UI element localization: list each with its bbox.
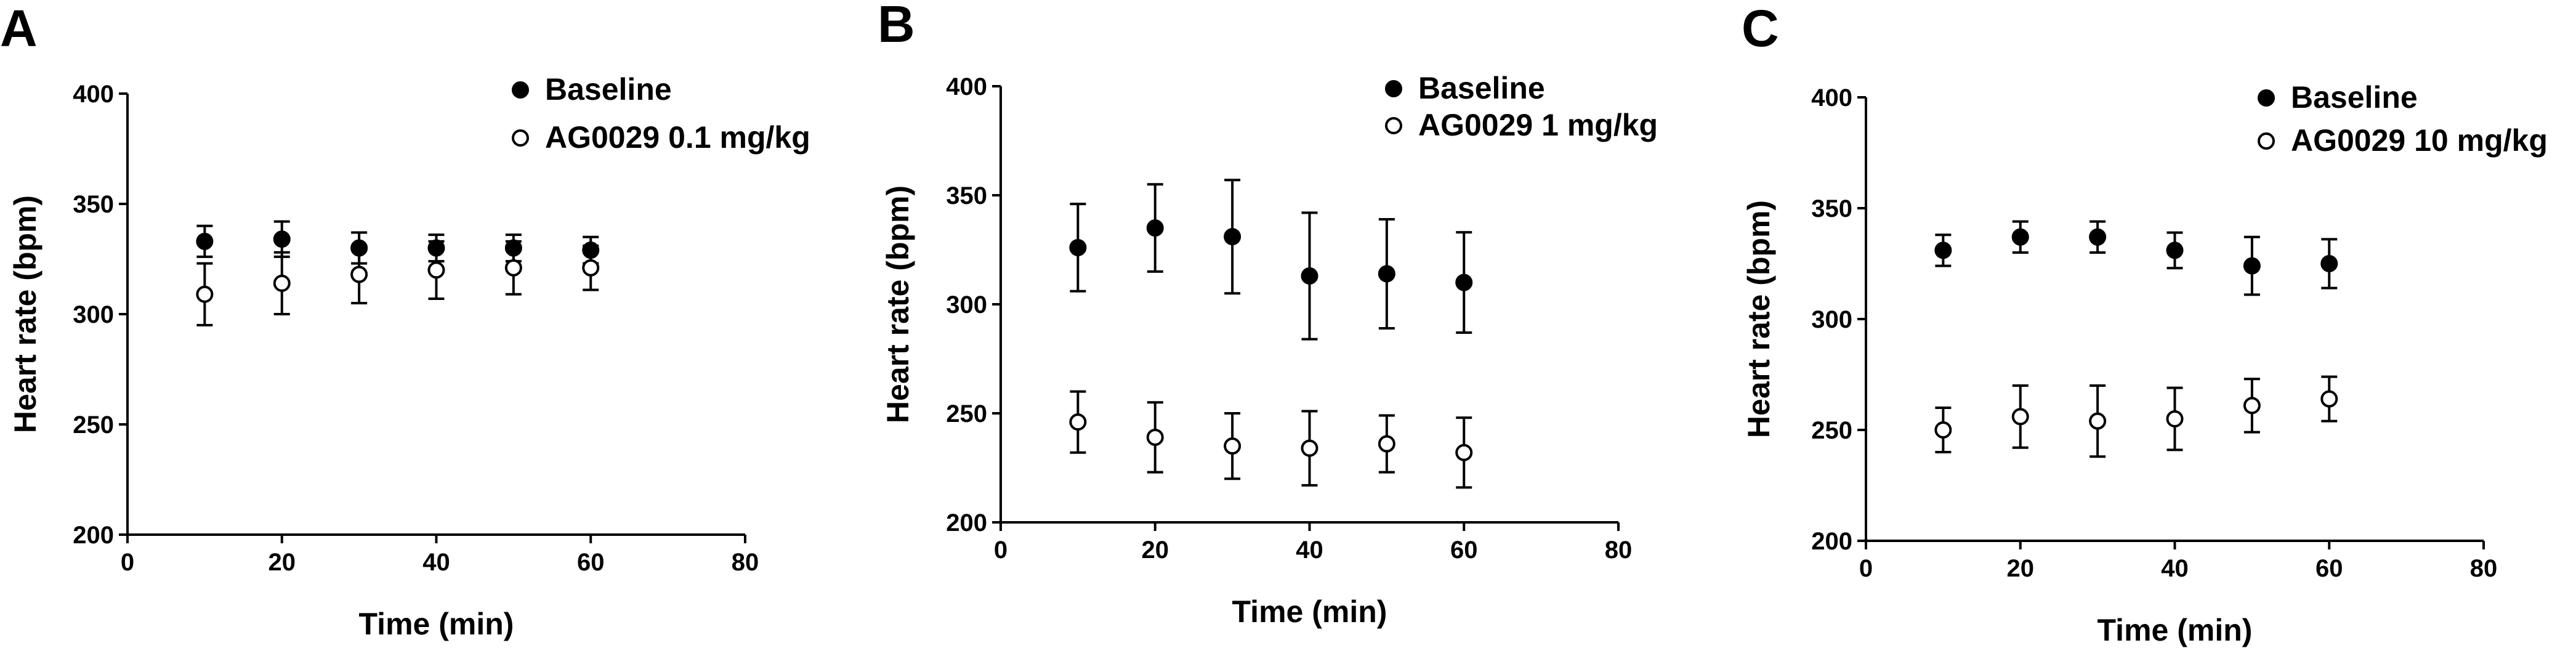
y-tick-label: 400 (73, 81, 114, 108)
y-tick-label: 350 (946, 182, 987, 209)
y-tick-label: 300 (73, 301, 114, 328)
data-point (1146, 219, 1164, 237)
y-tick-label: 250 (946, 400, 987, 427)
data-point (1934, 421, 1952, 439)
data-point (1301, 267, 1318, 285)
legend-label: Baseline (1418, 71, 1545, 105)
y-tick-label: 200 (73, 522, 114, 549)
y-tick-label: 200 (1811, 528, 1852, 555)
x-tick-label: 20 (2007, 555, 2035, 582)
data-point (1069, 413, 1087, 431)
y-tick-label: 200 (946, 509, 987, 537)
legend-label: Baseline (545, 72, 672, 107)
x-tick-label: 20 (269, 549, 296, 576)
series-baseline (1069, 179, 1473, 341)
data-point (1224, 437, 1242, 455)
x-tick-label: 0 (121, 549, 134, 576)
series-baseline (196, 220, 600, 265)
x-tick-label: 60 (2316, 555, 2343, 582)
series-baseline (1934, 220, 2338, 296)
series-treatment (1069, 390, 1473, 489)
legend-marker (512, 81, 529, 99)
x-tick-label: 0 (994, 537, 1007, 564)
legend-marker (2258, 89, 2275, 107)
data-point (2320, 255, 2338, 272)
y-tick-label: 250 (1811, 417, 1852, 444)
x-tick-label: 40 (422, 549, 450, 576)
data-point (2320, 390, 2338, 408)
data-point (2089, 228, 2107, 246)
data-point (1455, 443, 1473, 461)
legend-marker (1385, 80, 1402, 97)
data-point (427, 261, 445, 279)
panel-letter: C (1742, 0, 1779, 57)
legend-label: AG0029 1 mg/kg (1418, 108, 1658, 142)
data-point (2166, 241, 2184, 259)
y-tick-label: 400 (1811, 84, 1852, 111)
data-point (582, 259, 600, 277)
x-axis-title: Time (min) (1232, 594, 1387, 629)
chart-panel-b: B 200 250 300 350 400 0 20 40 60 80 Time (min) Heart… (878, 0, 1658, 629)
series-treatment (1934, 375, 2338, 458)
data-point (1224, 228, 1242, 246)
series-treatment (196, 240, 600, 326)
x-axis-title: Time (min) (2098, 613, 2253, 647)
data-point (1455, 273, 1473, 291)
y-tick-label: 300 (946, 291, 987, 318)
legend-marker (1385, 117, 1402, 134)
panel-letter: A (0, 0, 38, 57)
data-point (504, 259, 522, 277)
legend-label: AG0029 10 mg/kg (2291, 123, 2548, 158)
legend: Baseline AG0029 10 mg/kg (2258, 80, 2548, 158)
x-tick-label: 20 (1142, 537, 1169, 564)
data-point (196, 285, 214, 303)
x-tick-label: 80 (732, 549, 759, 576)
data-point (273, 230, 291, 248)
legend-label: AG0029 0.1 mg/kg (545, 120, 810, 155)
y-axis-title: Heart rate (bpm) (1742, 200, 1776, 438)
legend: Baseline AG0029 0.1 mg/kg (512, 72, 810, 155)
x-tick-label: 40 (2161, 555, 2189, 582)
x-tick-label: 80 (1605, 537, 1633, 564)
data-point (273, 274, 291, 292)
y-tick-label: 250 (73, 411, 114, 439)
x-tick-label: 60 (1450, 537, 1478, 564)
data-point (2243, 257, 2261, 275)
y-tick-label: 350 (1811, 195, 1852, 222)
data-point (1934, 241, 1952, 259)
data-point (1069, 238, 1087, 256)
data-point (1378, 265, 1395, 283)
data-point (2166, 410, 2184, 427)
legend-label: Baseline (2291, 80, 2418, 115)
y-tick-label: 350 (73, 191, 114, 218)
x-tick-label: 0 (1859, 555, 1873, 582)
panel-letter: B (878, 0, 915, 53)
data-point (1378, 435, 1395, 453)
x-tick-label: 60 (577, 549, 605, 576)
data-point (2011, 408, 2029, 426)
y-axis-title: Heart rate (bpm) (8, 195, 42, 433)
data-point (1146, 428, 1164, 446)
y-axis-title: Heart rate (bpm) (881, 185, 915, 423)
data-point (2089, 412, 2107, 430)
x-tick-label: 80 (2470, 555, 2498, 582)
y-tick-label: 400 (946, 73, 987, 100)
x-tick-label: 40 (1296, 537, 1323, 564)
legend-marker (2258, 132, 2275, 150)
y-tick-label: 300 (1811, 306, 1852, 333)
data-point (2011, 228, 2029, 246)
chart-panel-a: A 200 250 300 350 400 0 20 40 60 80 Time (min) Heart… (0, 0, 810, 641)
data-point (196, 232, 214, 250)
data-point (350, 265, 368, 283)
data-point (1301, 439, 1318, 457)
chart-panel-c: C 200 250 300 350 400 0 20 40 60 80 Time (min) Heart… (1742, 0, 2548, 647)
legend-marker (512, 129, 529, 147)
data-point (2243, 397, 2261, 415)
x-axis-title: Time (min) (359, 607, 514, 641)
